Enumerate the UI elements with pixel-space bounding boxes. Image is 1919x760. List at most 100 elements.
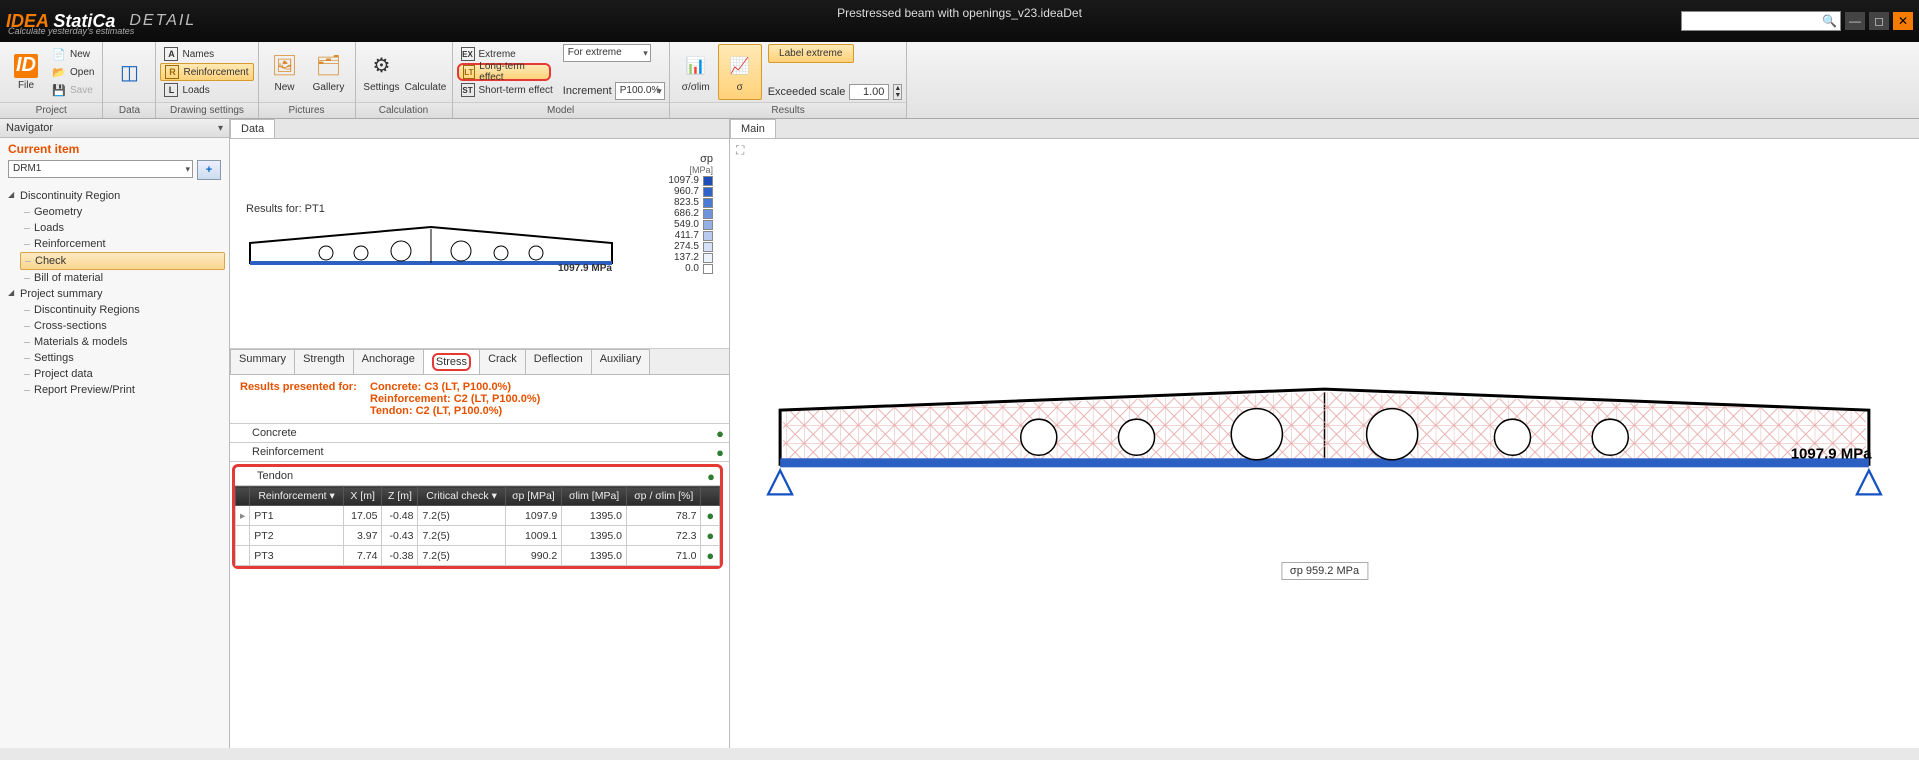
tree-geometry[interactable]: Geometry <box>20 204 225 220</box>
table-header[interactable]: Critical check ▾ <box>418 487 505 506</box>
table-cell: PT3 <box>250 546 344 566</box>
table-header[interactable]: Z [m] <box>382 487 418 506</box>
check-row-concrete[interactable]: Concrete● <box>230 424 729 443</box>
open-button[interactable]: 📂Open <box>48 63 98 81</box>
result-tab-strength[interactable]: Strength <box>294 349 354 374</box>
tree-report[interactable]: Report Preview/Print <box>20 382 225 398</box>
longterm-button[interactable]: LTLong-term effect <box>457 63 551 81</box>
gallery-button[interactable]: 🗂Gallery <box>307 44 351 100</box>
legend-value: 686.2 <box>674 208 699 219</box>
table-header[interactable]: X [m] <box>343 487 382 506</box>
names-button[interactable]: ANames <box>160 45 253 63</box>
tree-bom[interactable]: Bill of material <box>20 270 225 286</box>
ribbon-pictures-label: Pictures <box>259 102 355 118</box>
longterm-label: Long-term effect <box>479 61 544 83</box>
names-icon: A <box>164 47 178 61</box>
tree-regions[interactable]: Discontinuity Regions <box>20 302 225 318</box>
label-extreme-label: Label extreme <box>779 48 842 59</box>
main-canvas[interactable]: ⛶ <box>730 139 1919 760</box>
save-button[interactable]: 💾Save <box>48 81 98 99</box>
tab-main[interactable]: Main <box>730 119 776 138</box>
sigma-label: σp <box>700 153 713 165</box>
ribbon-drawing-label: Drawing settings <box>156 102 257 118</box>
table-header[interactable]: Reinforcement ▾ <box>250 487 344 506</box>
siglim-label: σ/σlim <box>682 82 710 93</box>
ribbon-group-model: EXExtreme LTLong-term effect STShort-ter… <box>453 42 670 118</box>
result-tab-stress[interactable]: Stress <box>423 349 480 374</box>
table-cell: -0.43 <box>382 526 418 546</box>
search-icon: 🔍 <box>1822 14 1837 28</box>
picture-new-button[interactable]: 🖼New <box>263 44 307 100</box>
tab-data[interactable]: Data <box>230 119 275 138</box>
shortterm-button[interactable]: STShort-term effect <box>457 81 557 99</box>
results-info: Results presented for:Concrete: C3 (LT, … <box>230 375 729 423</box>
table-header[interactable] <box>701 487 720 506</box>
result-tab-auxiliary[interactable]: Auxiliary <box>591 349 651 374</box>
check-concrete-label: Concrete <box>248 424 711 442</box>
table-cell: 7.2(5) <box>418 526 505 546</box>
tree-cross[interactable]: Cross-sections <box>20 318 225 334</box>
tree-reinforcement[interactable]: Reinforcement <box>20 236 225 252</box>
tree-loads[interactable]: Loads <box>20 220 225 236</box>
add-item-button[interactable]: + <box>197 160 221 180</box>
result-tab-summary[interactable]: Summary <box>230 349 295 374</box>
result-tab-crack[interactable]: Crack <box>479 349 526 374</box>
navigator-dropdown-icon[interactable]: ▾ <box>218 123 223 134</box>
siglim-button[interactable]: 📊σ/σlim <box>674 44 718 100</box>
table-cell: 7.2(5) <box>418 546 505 566</box>
main-beam-svg: 1097.9 MPa <box>738 147 1911 752</box>
data-button[interactable]: ◫ <box>107 44 151 100</box>
legend-swatch <box>703 253 713 263</box>
table-header[interactable]: σp [MPa] <box>505 487 562 506</box>
ribbon-group-project: ID File 📄New 📂Open 💾Save Project <box>0 42 103 118</box>
table-header[interactable]: σp / σlim [%] <box>627 487 701 506</box>
exceeded-spinner[interactable]: ▲▼ <box>893 84 902 100</box>
current-item-select[interactable]: DRM1 <box>8 160 193 178</box>
table-row[interactable]: PT23.97-0.437.2(5)1009.11395.072.3● <box>236 526 720 546</box>
exceeded-input[interactable]: 1.00 <box>849 84 889 100</box>
picture-new-label: New <box>274 82 294 93</box>
increment-select[interactable]: P100.0% <box>615 82 665 100</box>
legend-swatch <box>703 176 713 186</box>
table-row[interactable]: PT37.74-0.387.2(5)990.21395.071.0● <box>236 546 720 566</box>
save-label: Save <box>70 85 93 96</box>
beam-preview-svg <box>246 223 616 283</box>
stress-badge: σp 959.2 MPa <box>1281 562 1368 580</box>
close-button[interactable]: ✕ <box>1893 12 1913 30</box>
tendon-block: Tendon● Reinforcement ▾X [m]Z [m]Critica… <box>232 464 723 569</box>
for-extreme-select[interactable]: For extreme <box>563 44 651 62</box>
tree-settings[interactable]: Settings <box>20 350 225 366</box>
new-button[interactable]: 📄New <box>48 45 98 63</box>
tree-projdata[interactable]: Project data <box>20 366 225 382</box>
legend-swatch <box>703 209 713 219</box>
sigma-button[interactable]: 📈σ <box>718 44 762 100</box>
label-extreme-button[interactable]: Label extreme <box>768 44 854 63</box>
tree-check[interactable]: Check <box>20 252 225 270</box>
maximize-button[interactable]: ◻ <box>1869 12 1889 30</box>
minimize-button[interactable]: — <box>1845 12 1865 30</box>
extreme-label: Extreme <box>479 49 516 60</box>
table-cell: 7.74 <box>343 546 382 566</box>
search-input[interactable]: 🔍 <box>1681 11 1841 31</box>
calculate-button[interactable]: Calculate <box>404 44 448 100</box>
result-tab-anchorage[interactable]: Anchorage <box>353 349 424 374</box>
new-icon: 📄 <box>52 47 66 61</box>
tree-summary[interactable]: Project summary <box>8 286 225 302</box>
loads-button[interactable]: LLoads <box>160 81 253 99</box>
settings-button[interactable]: ⚙Settings <box>360 44 404 100</box>
table-row[interactable]: ▸PT117.05-0.487.2(5)1097.91395.078.7● <box>236 506 720 526</box>
result-tab-deflection[interactable]: Deflection <box>525 349 592 374</box>
table-header[interactable]: σlim [MPa] <box>562 487 627 506</box>
check-tendon-label: Tendon <box>253 467 702 485</box>
check-row-reinforcement[interactable]: Reinforcement● <box>230 443 729 462</box>
tree-discontinuity[interactable]: Discontinuity Region <box>8 188 225 204</box>
legend-value: 411.7 <box>675 230 699 241</box>
gallery-label: Gallery <box>313 82 345 93</box>
legend-row: 1097.9 <box>668 175 713 186</box>
file-button[interactable]: ID File <box>4 44 48 100</box>
fullscreen-icon[interactable]: ⛶ <box>736 143 744 158</box>
reinforcement-button[interactable]: RReinforcement <box>160 63 253 81</box>
check-row-tendon[interactable]: Tendon● <box>235 467 720 486</box>
tree-materials[interactable]: Materials & models <box>20 334 225 350</box>
results-for-label: Results for: PT1 <box>246 203 325 215</box>
